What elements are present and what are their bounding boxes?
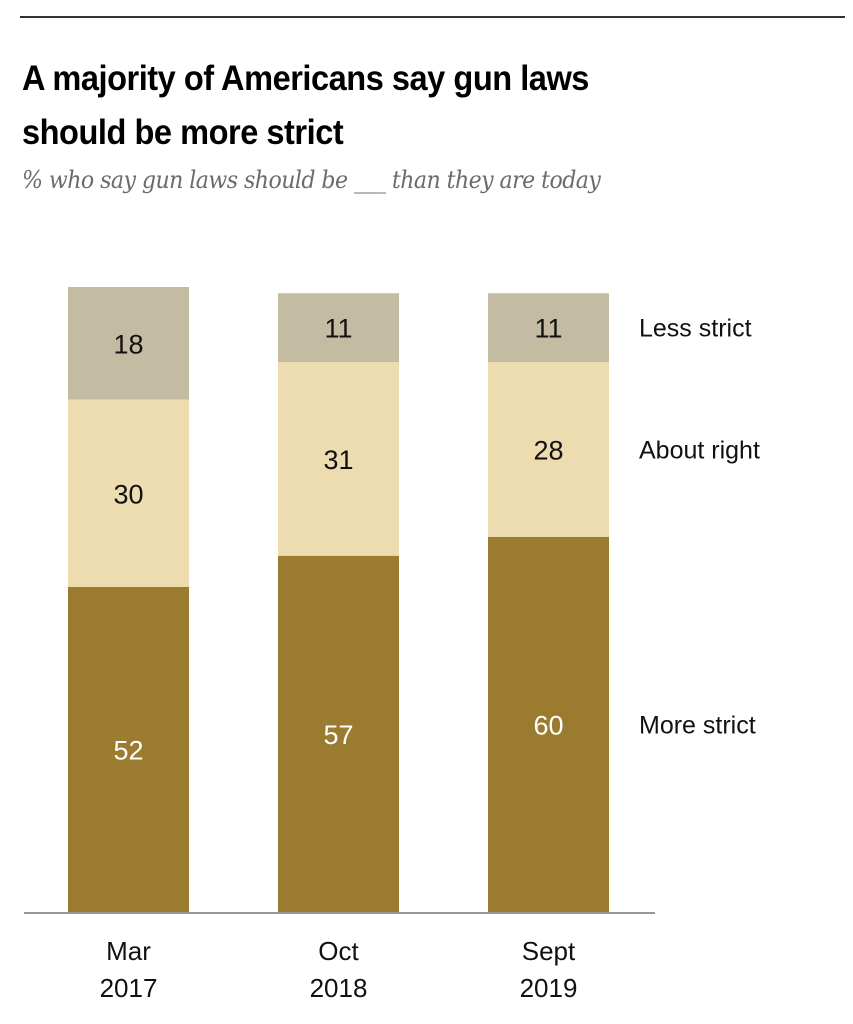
value-label-less-strict: 18: [113, 329, 143, 359]
chart-title-line-2: should be more strict: [22, 113, 344, 152]
bar-segment-more-strict: [278, 555, 399, 912]
bar-segment-less-strict: [278, 293, 399, 362]
category-label-year: 2017: [100, 973, 158, 1003]
value-labels-group: 52 30 18 57 31 11 60 28 11: [113, 314, 563, 766]
legend-label-about-right: About right: [639, 437, 760, 465]
bar-segment-more-strict: [68, 587, 189, 912]
bars-group: [68, 287, 609, 912]
legend-label-less-strict: Less strict: [639, 315, 752, 343]
category-label-month: Oct: [318, 936, 359, 966]
value-label-about-right: 28: [533, 436, 563, 466]
value-label-about-right: 30: [113, 479, 143, 509]
bar-segment-less-strict: [68, 287, 189, 400]
bar-segment-more-strict: [488, 537, 609, 912]
chart-subtitle: % who say gun laws should be ___ than th…: [22, 166, 601, 194]
category-labels-group: Mar 2017 Oct 2018 Sept 2019: [100, 936, 578, 1003]
category-label-year: 2018: [310, 973, 368, 1003]
value-label-more-strict: 60: [533, 711, 563, 741]
value-label-less-strict: 11: [534, 314, 562, 344]
chart-title: A majority of Americans say gun laws sho…: [22, 52, 785, 160]
category-label-month: Mar: [106, 936, 151, 966]
value-label-less-strict: 11: [324, 314, 352, 344]
bar-segment-about-right: [488, 362, 609, 537]
category-label-year: 2019: [520, 973, 578, 1003]
chart-title-line-1: A majority of Americans say gun laws: [22, 59, 589, 98]
value-label-more-strict: 57: [323, 720, 353, 750]
legend-label-more-strict: More strict: [639, 712, 756, 740]
top-rule: [20, 16, 845, 18]
value-label-about-right: 31: [323, 445, 353, 475]
bar-segment-about-right: [68, 399, 189, 587]
category-label-month: Sept: [522, 936, 576, 966]
legend-group: More strict About right Less strict: [639, 315, 760, 740]
bar-segment-less-strict: [488, 293, 609, 362]
bar-segment-about-right: [278, 362, 399, 556]
value-label-more-strict: 52: [113, 736, 143, 766]
